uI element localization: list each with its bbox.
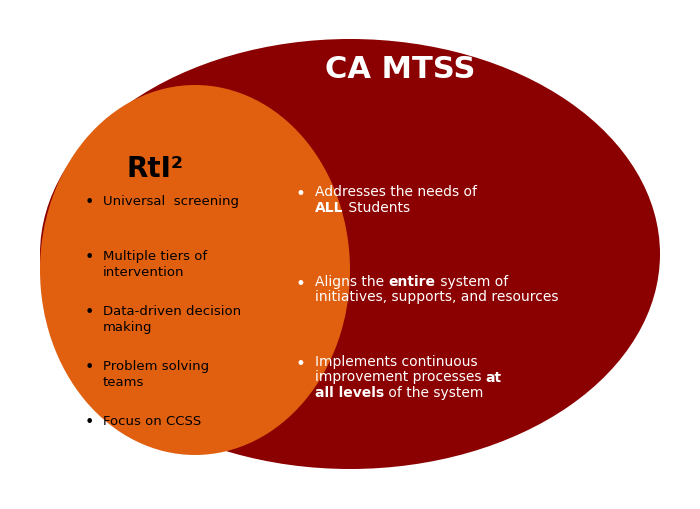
Text: initiatives, supports, and resources: initiatives, supports, and resources [315,291,559,304]
Text: •: • [295,355,305,373]
Ellipse shape [40,39,660,469]
Text: Multiple tiers of
intervention: Multiple tiers of intervention [103,250,207,278]
Text: ALL: ALL [315,201,344,214]
Text: Problem solving
teams: Problem solving teams [103,360,209,388]
Text: •: • [85,250,95,265]
Text: Aligns the: Aligns the [315,275,388,289]
Text: Focus on CCSS: Focus on CCSS [103,415,202,428]
Text: at: at [486,371,502,384]
Text: of the system: of the system [384,386,484,400]
Text: all levels: all levels [315,386,384,400]
Text: •: • [85,305,95,320]
Text: Data-driven decision
making: Data-driven decision making [103,305,241,333]
Text: Universal  screening: Universal screening [103,195,239,208]
Text: •: • [85,360,95,375]
Text: RtI²: RtI² [127,155,183,183]
Text: Students: Students [344,201,410,214]
Text: •: • [85,195,95,210]
Text: CA MTSS: CA MTSS [325,55,475,84]
Text: Implements continuous: Implements continuous [315,355,477,369]
Text: entire: entire [389,275,435,289]
Text: •: • [85,415,95,430]
Text: Addresses the needs of: Addresses the needs of [315,185,477,199]
Text: •: • [295,185,305,203]
Ellipse shape [40,85,350,455]
Text: system of: system of [435,275,507,289]
Text: improvement processes: improvement processes [315,371,486,384]
Text: •: • [295,275,305,293]
